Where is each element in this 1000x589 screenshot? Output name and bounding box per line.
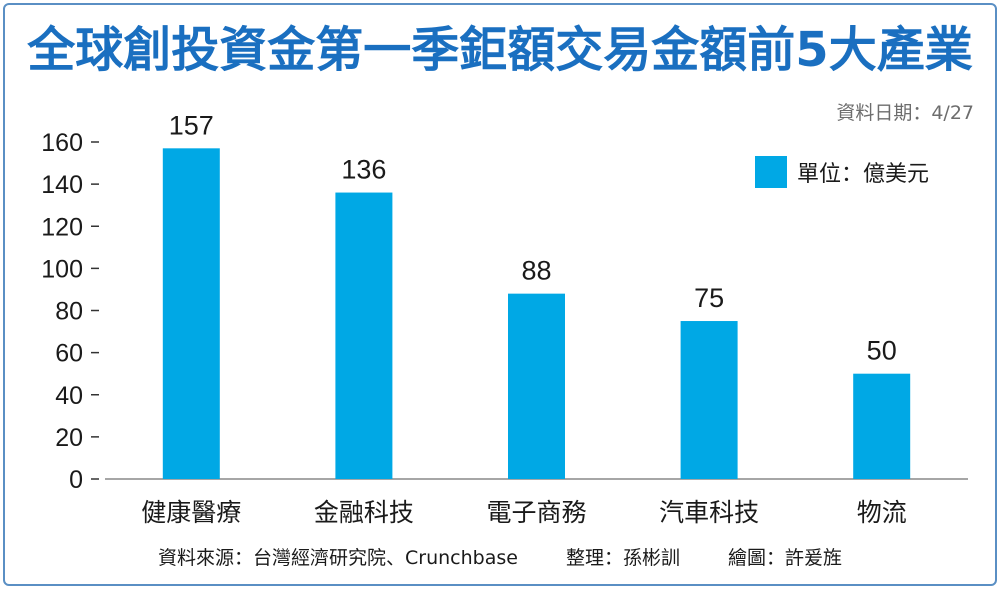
footer-source: 資料來源：台灣經濟研究院、Crunchbase bbox=[158, 547, 518, 569]
x-category-label: 汽車科技 bbox=[659, 498, 759, 527]
y-tick-label: 80 bbox=[55, 298, 83, 326]
y-tick-label: 0 bbox=[69, 466, 83, 494]
footer-illustrator: 繪圖：許爰旌 bbox=[727, 547, 842, 569]
legend-swatch bbox=[755, 156, 787, 188]
x-category-label: 金融科技 bbox=[314, 498, 414, 527]
y-tick-label: 60 bbox=[55, 340, 83, 368]
date-note: 資料日期：4/27 bbox=[836, 102, 974, 124]
bar bbox=[335, 192, 393, 480]
y-tick-label: 140 bbox=[41, 171, 83, 199]
bar bbox=[508, 293, 565, 479]
footer-editor: 整理：孫彬訓 bbox=[565, 547, 680, 569]
legend: 單位：億美元 bbox=[755, 156, 929, 188]
x-category-label: 電子商務 bbox=[486, 498, 586, 527]
bar-value-label: 75 bbox=[694, 283, 724, 313]
bar-value-label: 157 bbox=[169, 110, 214, 140]
chart-title: 全球創投資金第一季鉅額交易金額前5大產業 bbox=[27, 22, 973, 78]
bar-value-label: 88 bbox=[521, 256, 551, 286]
bar-value-label: 50 bbox=[867, 336, 897, 366]
bar-value-label: 136 bbox=[341, 155, 386, 185]
legend-label: 單位：億美元 bbox=[797, 162, 930, 187]
y-tick-label: 20 bbox=[55, 424, 83, 452]
y-tick-label: 120 bbox=[41, 213, 83, 241]
y-tick-label: 40 bbox=[55, 382, 83, 410]
y-tick-label: 100 bbox=[41, 255, 83, 283]
x-category-label: 物流 bbox=[857, 498, 907, 527]
bar bbox=[680, 321, 738, 479]
y-tick-label: 160 bbox=[41, 129, 83, 157]
bar bbox=[162, 148, 220, 479]
x-category-label: 健康醫療 bbox=[141, 498, 241, 527]
bar bbox=[853, 373, 911, 479]
footer: 資料來源：台灣經濟研究院、Crunchbase 整理：孫彬訓 繪圖：許爰旌 bbox=[0, 543, 1000, 570]
